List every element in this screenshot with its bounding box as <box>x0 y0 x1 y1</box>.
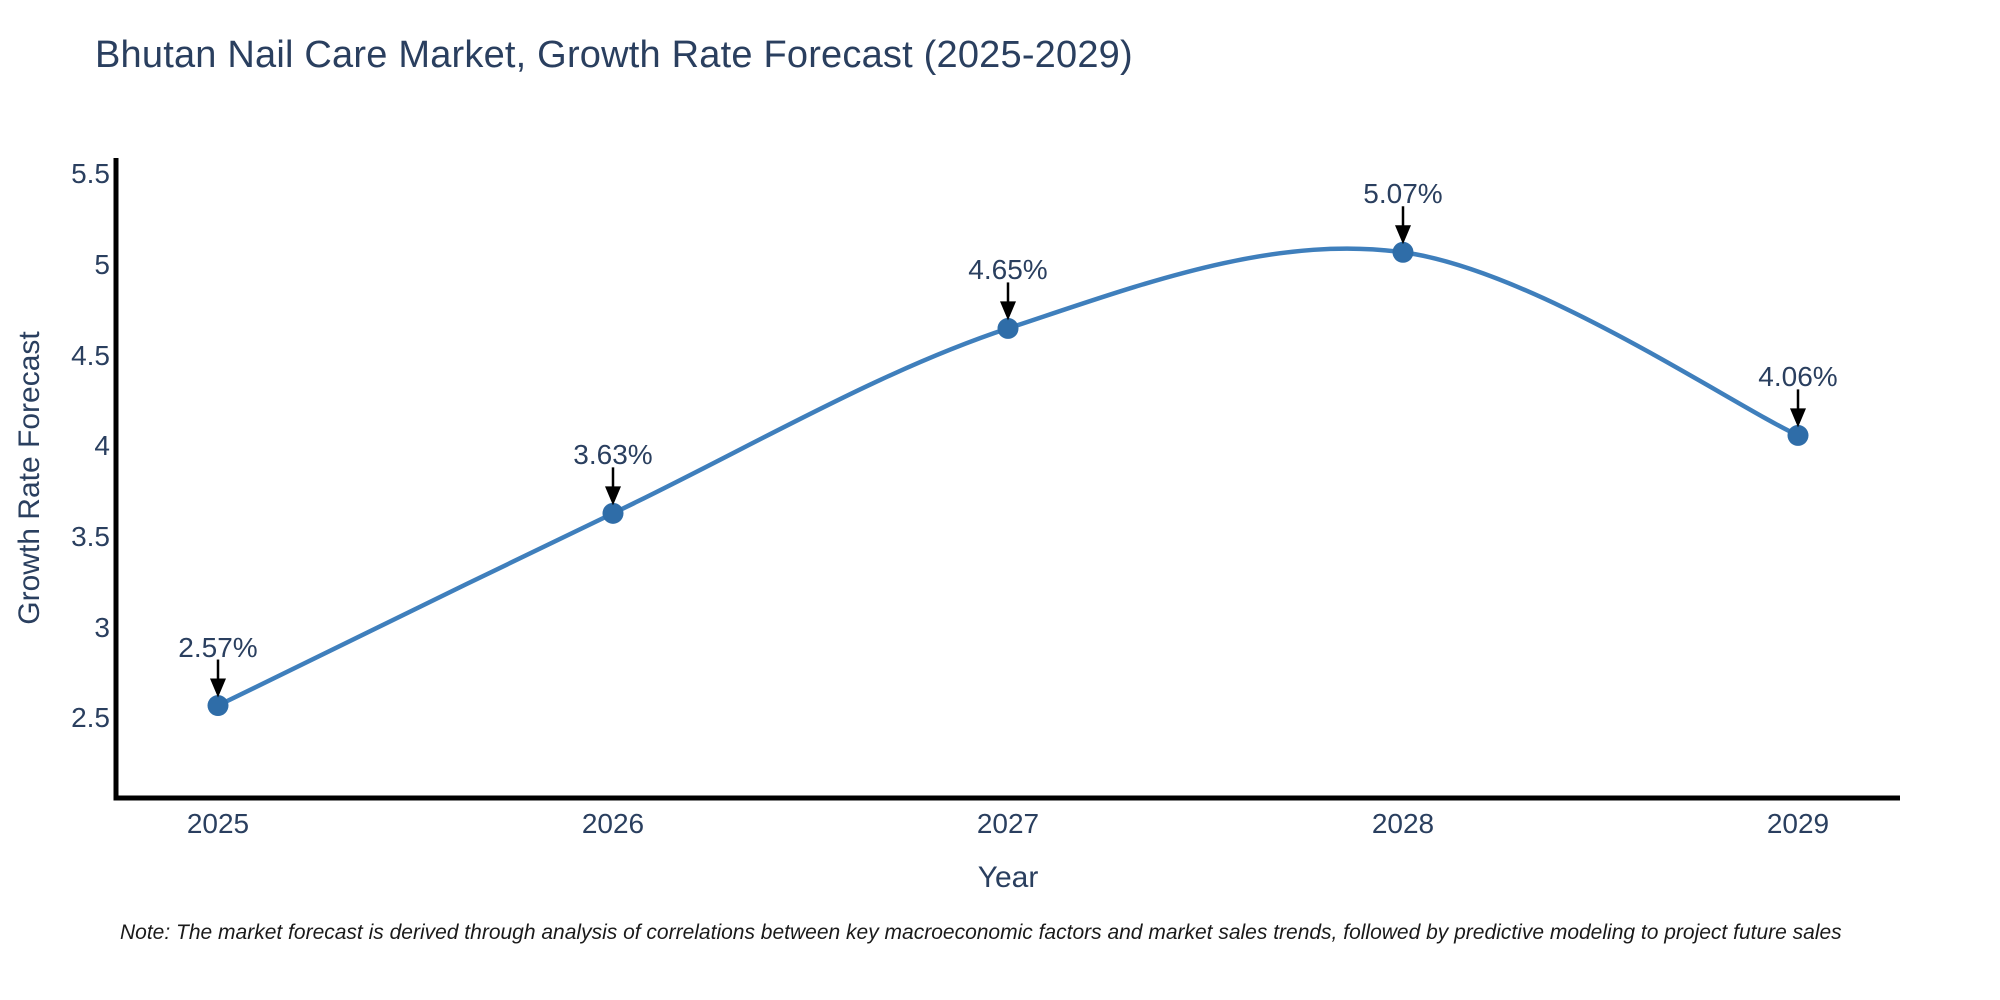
x-tick-label: 2028 <box>1371 808 1435 839</box>
annotation-arrow-head <box>210 678 226 698</box>
y-tick-label: 3 <box>94 611 110 643</box>
x-tick-label: 2027 <box>976 808 1040 839</box>
y-tick-label: 5 <box>94 248 110 280</box>
x-tick-label: 2025 <box>186 808 250 839</box>
point-value-label: 2.57% <box>178 631 258 663</box>
point-value-label: 4.06% <box>1758 361 1838 393</box>
chart-title: Bhutan Nail Care Market, Growth Rate For… <box>95 34 1133 76</box>
annotation-arrow-head <box>1000 301 1016 321</box>
y-tick-label: 3.5 <box>71 520 110 552</box>
point-value-label: 4.65% <box>968 254 1048 286</box>
y-tick-label: 2.5 <box>71 702 110 734</box>
data-point-marker <box>602 502 624 524</box>
y-tick-label: 4.5 <box>71 339 110 371</box>
x-tick-label: 2029 <box>1766 808 1830 839</box>
annotation-arrow-head <box>1790 408 1806 428</box>
x-tick-label: 2026 <box>581 808 645 839</box>
data-point-marker <box>207 695 229 717</box>
data-point-marker <box>997 317 1019 339</box>
footnote: Note: The market forecast is derived thr… <box>120 921 1842 944</box>
y-tick-label: 5.5 <box>71 158 110 190</box>
point-value-label: 5.07% <box>1363 178 1443 210</box>
data-point-marker <box>1392 241 1414 263</box>
annotation-arrow-head <box>605 486 621 506</box>
point-value-label: 3.63% <box>573 439 653 471</box>
annotation-arrow-head <box>1395 225 1411 245</box>
y-tick-label: 4 <box>94 430 110 462</box>
data-point-marker <box>1787 424 1809 446</box>
x-axis-title: Year <box>977 861 1039 894</box>
